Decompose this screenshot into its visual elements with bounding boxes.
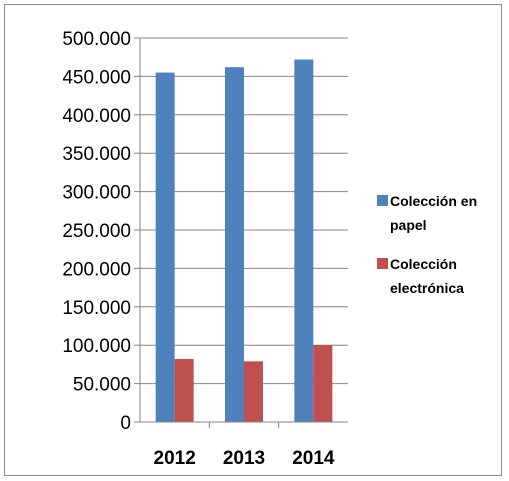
bars: [155, 59, 333, 423]
bar-2013-series-1: [244, 361, 263, 422]
x-axis-categories: 2012 2013 2014: [154, 422, 335, 469]
x-category-label-2014: 2014: [292, 448, 335, 469]
bar-2013-series-0: [225, 67, 244, 423]
axes: [139, 38, 348, 423]
y-tick-label-4: 200.000: [62, 259, 131, 280]
legend: Colección en papel Colección electrónica: [377, 193, 477, 296]
y-tick-label-9: 450.000: [62, 67, 131, 88]
legend-label-0-line-1: papel: [390, 217, 427, 233]
bar-2012-series-0: [155, 72, 175, 422]
legend-label-1-line-0: Colección: [390, 256, 457, 272]
bar-2014-series-0: [294, 59, 314, 423]
legend-swatch-1: [377, 258, 388, 269]
x-category-label-2012: 2012: [154, 448, 196, 469]
y-tick-label-8: 400.000: [62, 106, 131, 127]
y-tick-label-3: 150.000: [62, 298, 131, 319]
y-tick-label-7: 350.000: [62, 144, 131, 165]
legend-swatch-0: [377, 195, 388, 206]
y-tick-label-5: 250.000: [62, 221, 131, 242]
bar-2012-series-1: [174, 359, 194, 422]
y-tick-label-10: 500.000: [62, 29, 131, 50]
y-tick-label-0: 0: [120, 413, 131, 434]
x-category-label-2013: 2013: [223, 448, 265, 469]
y-tick-label-6: 300.000: [62, 183, 131, 204]
bar-2014-series-1: [313, 345, 333, 422]
y-tick-label-1: 50.000: [73, 375, 131, 396]
legend-label-0-line-0: Colección en: [390, 193, 477, 209]
y-axis-ticks: 0 50.000 100.000 150.000 200.000 250.000 300.0…: [62, 29, 140, 434]
legend-label-1-line-1: electrónica: [390, 280, 464, 296]
y-tick-label-2: 100.000: [62, 336, 131, 357]
